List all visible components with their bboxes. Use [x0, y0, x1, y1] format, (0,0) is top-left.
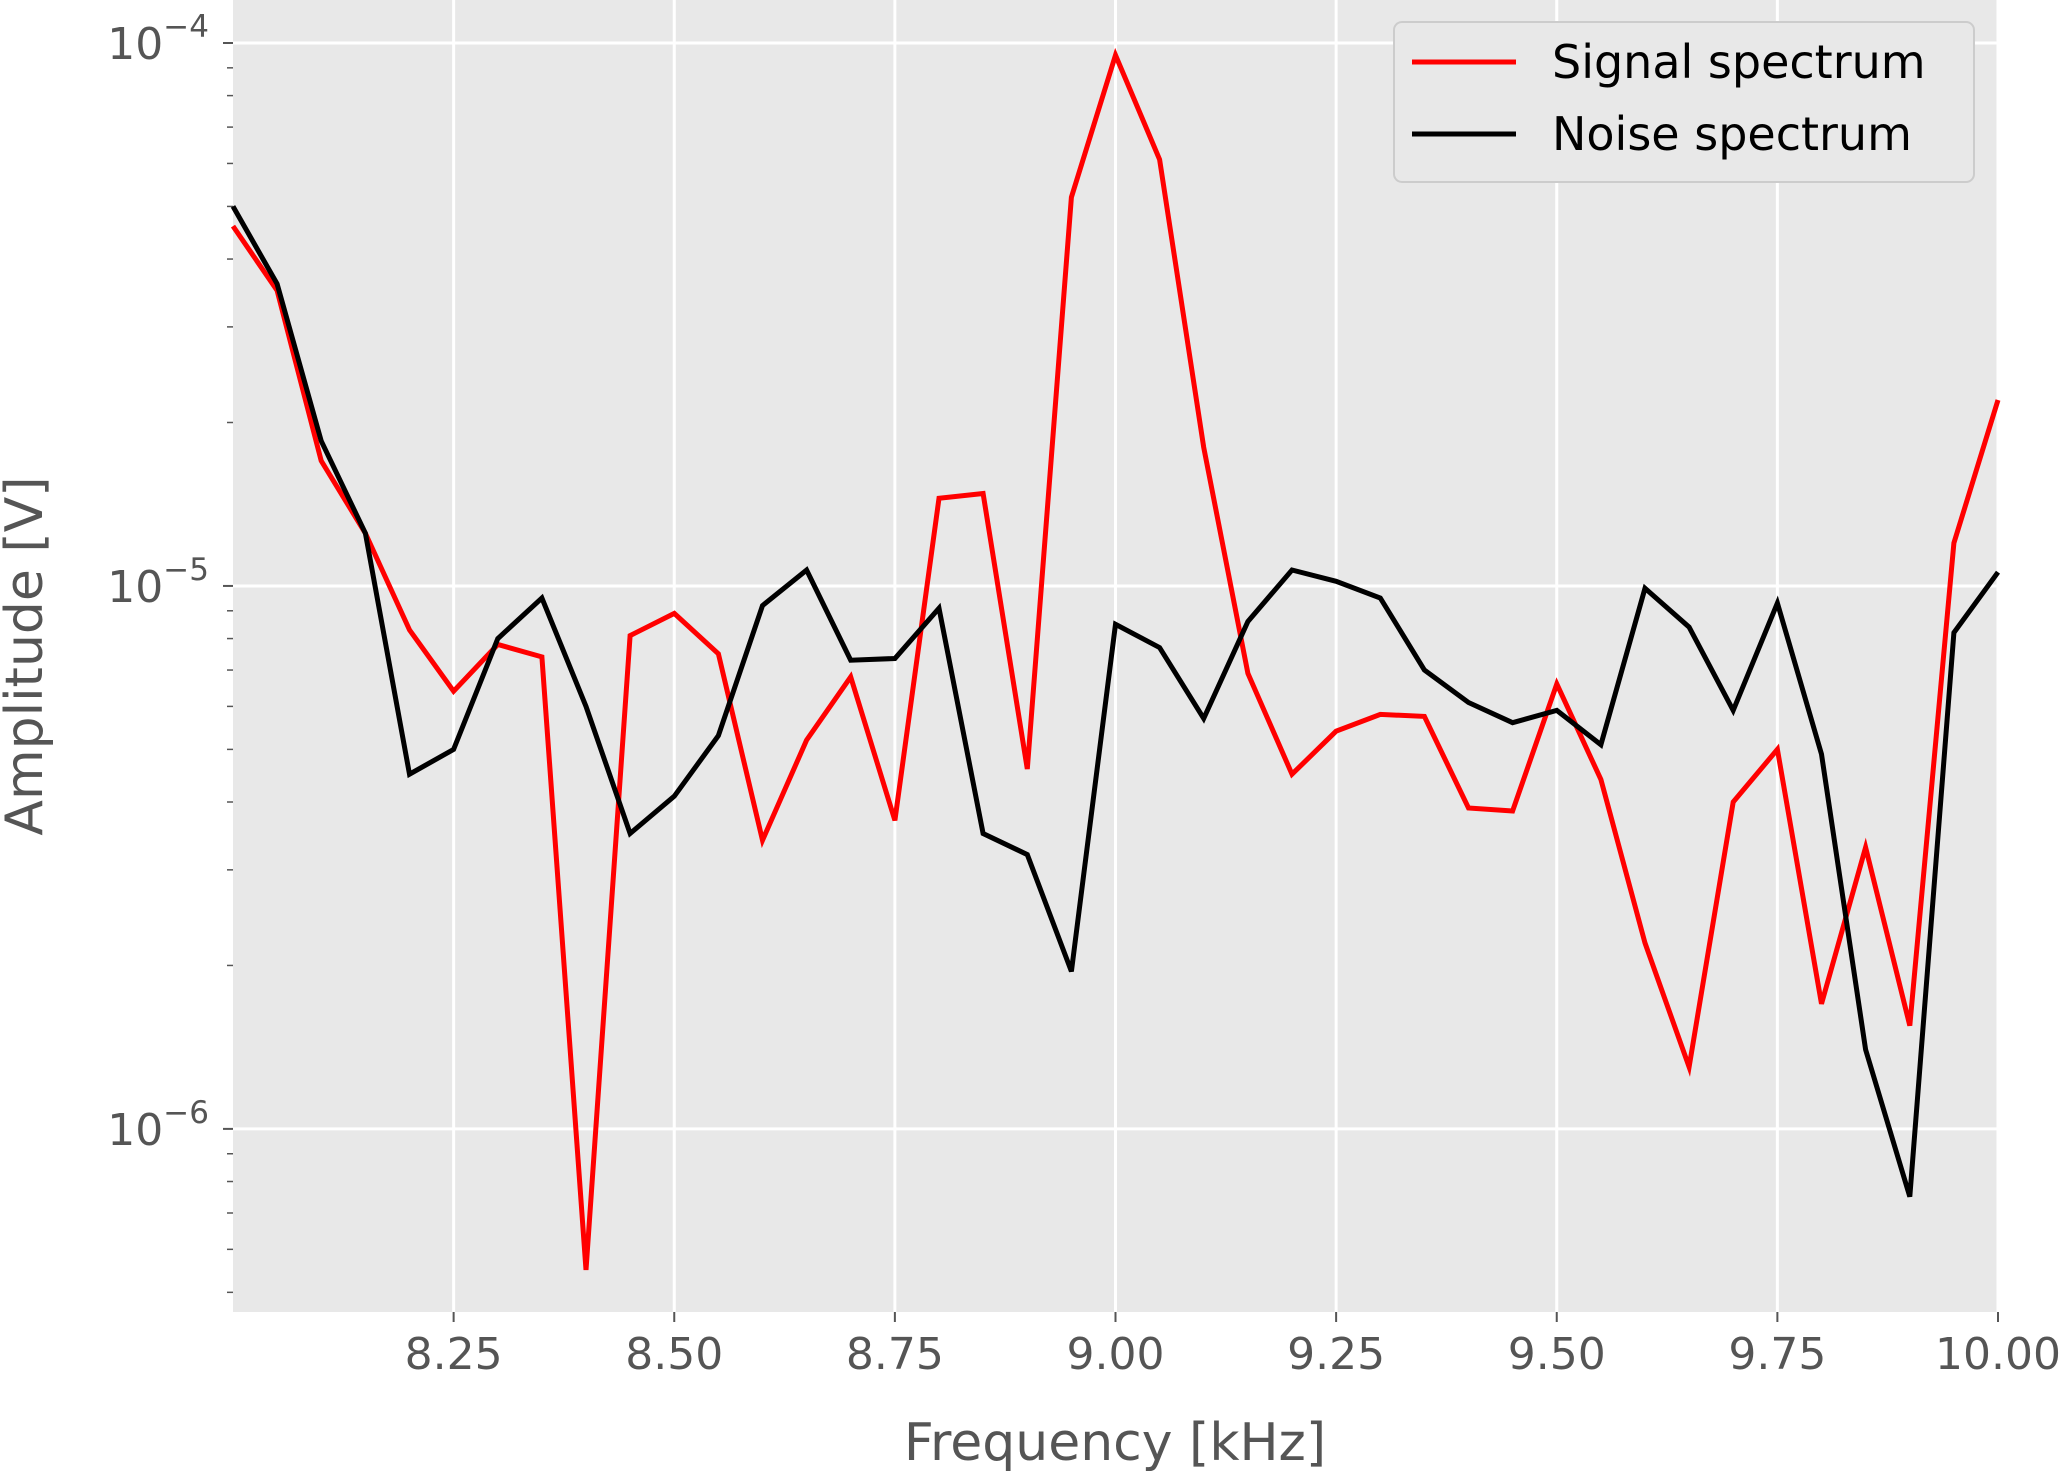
x-tick-label: 8.50 — [625, 1329, 723, 1380]
series-line-signal-spectrum — [230, 47, 2001, 1271]
x-axis: 8.25 8.50 8.75 9.00 9.25 9.50 9.75 10.00 — [405, 1312, 2061, 1380]
x-tick-label: 9.25 — [1287, 1329, 1385, 1380]
series-group — [230, 47, 2001, 1271]
legend-label-signal: Signal spectrum — [1552, 35, 1926, 89]
y-tick-label: 10−4 — [107, 9, 209, 70]
legend-box — [1393, 21, 1975, 183]
series-line-noise-spectrum — [230, 205, 2001, 1198]
x-tick-label: 8.75 — [846, 1329, 944, 1380]
x-axis-label: Frequency [kHz] — [904, 1413, 1326, 1473]
legend-label-noise: Noise spectrum — [1552, 107, 1912, 161]
x-tick-label: 9.00 — [1067, 1329, 1165, 1380]
y-minor-ticks — [227, 67, 233, 1294]
y-tick-label: 10−5 — [107, 552, 209, 613]
x-tick-label: 10.00 — [1935, 1329, 2061, 1380]
x-tick-label: 9.50 — [1508, 1329, 1606, 1380]
y-axis-label: Amplitude [V] — [0, 476, 55, 835]
y-axis: 10−6 10−5 10−4 — [107, 9, 233, 1156]
x-tick-label: 9.75 — [1728, 1329, 1826, 1380]
x-tick-label: 8.25 — [405, 1329, 503, 1380]
legend: Signal spectrum Noise spectrum — [1393, 21, 1975, 183]
y-tick-label: 10−6 — [107, 1095, 209, 1156]
